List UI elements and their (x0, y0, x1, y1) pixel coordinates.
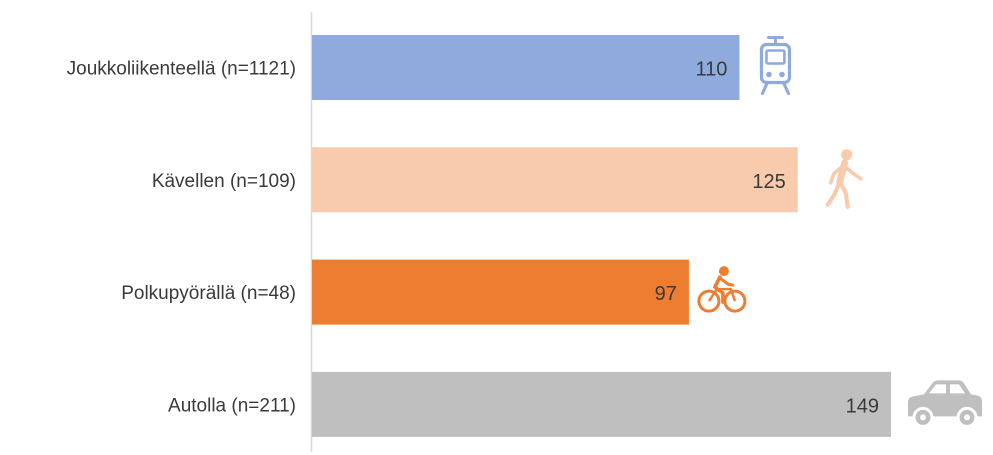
category-label-1: Kävellen (n=109) (152, 171, 296, 192)
car-icon (908, 380, 982, 428)
tram-icon (759, 36, 792, 96)
bars-layer: Joukkoliikenteellä (n=1121) 110 Kävellen (… (67, 35, 982, 437)
category-label-2: Polkupyörällä (n=48) (121, 283, 296, 304)
data-label-3: 149 (846, 395, 879, 417)
bar-0 (312, 35, 740, 100)
bicycle-icon (697, 266, 747, 313)
bar-2 (312, 259, 689, 325)
pedestrian-icon (825, 149, 863, 209)
data-label-2: 97 (655, 283, 677, 305)
data-label-1: 125 (752, 171, 785, 193)
data-label-0: 110 (696, 59, 728, 81)
bar-3 (312, 371, 891, 437)
bar-1 (312, 147, 798, 213)
category-label-0: Joukkoliikenteellä (n=1121) (67, 59, 296, 80)
category-label-3: Autolla (n=211) (168, 395, 296, 416)
